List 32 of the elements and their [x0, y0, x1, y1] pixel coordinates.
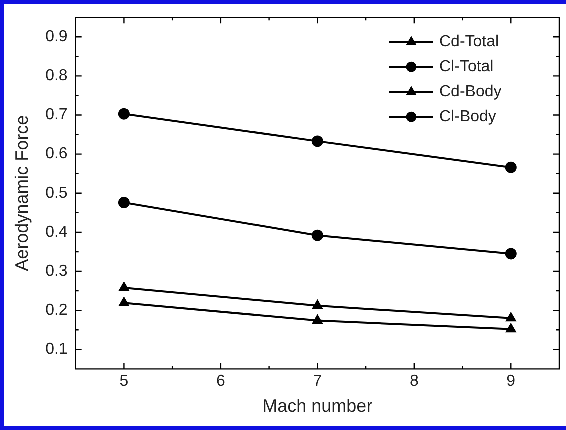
- point: [118, 108, 130, 120]
- point: [312, 136, 324, 148]
- point: [506, 312, 516, 322]
- x-tick-label: 7: [313, 373, 322, 390]
- point: [118, 197, 130, 209]
- point: [312, 230, 324, 242]
- y-tick-label: 0.4: [46, 224, 68, 241]
- legend-label: Cd-Total: [440, 34, 500, 51]
- y-tick-label: 0.9: [46, 28, 68, 46]
- y-tick-label: 0.1: [46, 341, 68, 358]
- legend-label: Cd-Body: [440, 84, 502, 101]
- point: [312, 300, 323, 310]
- x-tick-label: 9: [506, 373, 516, 390]
- point: [119, 297, 130, 306]
- point: [505, 162, 517, 174]
- point: [312, 315, 323, 324]
- legend-label: Cl-Total: [440, 58, 494, 76]
- y-tick-label: 0.6: [46, 146, 68, 163]
- point: [119, 282, 130, 292]
- y-tick-label: 0.3: [46, 262, 68, 280]
- x-tick-label: 8: [410, 373, 419, 390]
- y-tick-label: 0.5: [46, 184, 68, 202]
- x-axis-title: Mach number: [262, 396, 373, 416]
- y-axis-title: Aerodynamic Force: [12, 115, 32, 272]
- x-tick-label: 6: [216, 373, 226, 390]
- x-tick-label: 5: [120, 373, 129, 390]
- point: [505, 248, 517, 260]
- y-tick-label: 0.2: [46, 302, 68, 320]
- legend-label: Cl-Body: [440, 108, 496, 126]
- point: [506, 324, 516, 333]
- y-tick-label: 0.8: [46, 68, 68, 85]
- y-tick-label: 0.7: [46, 106, 68, 124]
